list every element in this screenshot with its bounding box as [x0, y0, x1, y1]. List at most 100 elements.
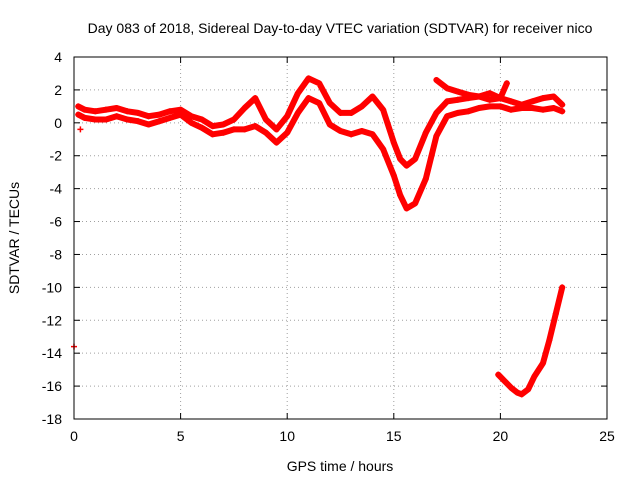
- data-point: [433, 109, 440, 116]
- series-afternoon-peak: [433, 77, 510, 103]
- data-point: [358, 128, 365, 135]
- y-tick-label: -18: [42, 411, 62, 427]
- x-tick-label: 0: [70, 428, 78, 444]
- data-point: [81, 114, 88, 121]
- data-point: [454, 96, 461, 103]
- data-point: [262, 116, 269, 123]
- data-point: [102, 106, 109, 113]
- data-point: [454, 88, 461, 95]
- data-point: [305, 75, 312, 82]
- data-point: [369, 131, 376, 138]
- data-point: [552, 310, 559, 317]
- data-point: [412, 200, 419, 207]
- data-point: [209, 131, 216, 138]
- data-point: [113, 105, 120, 112]
- data-point: [348, 109, 355, 116]
- data-point: [166, 114, 173, 121]
- y-tick-label: 0: [54, 115, 62, 131]
- y-axis-label: SDTVAR / TECUs: [6, 182, 22, 294]
- y-tick-label: -10: [42, 279, 62, 295]
- data-point: [177, 111, 184, 118]
- data-point: [294, 90, 301, 97]
- data-point: [380, 106, 387, 113]
- data-point: [337, 128, 344, 135]
- x-tick-label: 5: [177, 428, 185, 444]
- data-point: [230, 116, 237, 123]
- y-tick-label: -16: [42, 378, 62, 394]
- data-point: [465, 108, 472, 115]
- y-tick-label: -6: [50, 214, 63, 230]
- data-point: [486, 96, 493, 103]
- data-point: [92, 116, 99, 123]
- data-point: [220, 129, 227, 136]
- data-point: [124, 116, 131, 123]
- data-point: [403, 205, 410, 212]
- data-point: [559, 108, 566, 115]
- data-point: [145, 113, 152, 120]
- data-point: [540, 360, 547, 367]
- data-point: [422, 129, 429, 136]
- data-point: [380, 146, 387, 153]
- data-point: [503, 80, 510, 87]
- plot-frame: [73, 56, 608, 420]
- y-tick-label: -4: [50, 181, 63, 197]
- y-tick-label: 4: [54, 49, 62, 65]
- data-point: [444, 98, 451, 105]
- data-point: [495, 371, 502, 378]
- data-point: [559, 101, 566, 108]
- data-point: [390, 172, 397, 179]
- data-point: [220, 121, 227, 128]
- data-point: [92, 108, 99, 115]
- grid-layer: [74, 57, 607, 419]
- data-point: [145, 121, 152, 128]
- chart-title: Day 083 of 2018, Sidereal Day-to-day VTE…: [88, 20, 593, 36]
- data-point: [529, 98, 536, 105]
- data-point: [262, 129, 269, 136]
- data-point: [337, 109, 344, 116]
- data-point: [348, 131, 355, 138]
- data-point: [273, 126, 280, 133]
- x-axis-label: GPS time / hours: [287, 458, 394, 474]
- data-point: [397, 156, 404, 163]
- y-tick-label: -2: [50, 148, 63, 164]
- data-point: [486, 103, 493, 110]
- data-point: [75, 103, 82, 110]
- data-point: [77, 126, 84, 133]
- data-point: [497, 95, 504, 102]
- data-point: [326, 100, 333, 107]
- data-point: [230, 126, 237, 133]
- data-point: [465, 91, 472, 98]
- data-point: [369, 93, 376, 100]
- data-point: [508, 384, 515, 391]
- data-point: [316, 100, 323, 107]
- y-tick-label: -14: [42, 345, 62, 361]
- data-point: [188, 113, 195, 120]
- data-point: [241, 105, 248, 112]
- data-point: [397, 192, 404, 199]
- data-point: [433, 132, 440, 139]
- data-point: [198, 124, 205, 131]
- data-point: [166, 108, 173, 115]
- data-point: [390, 139, 397, 146]
- y-tick-label: -12: [42, 312, 62, 328]
- data-point: [102, 116, 109, 123]
- data-point: [113, 113, 120, 120]
- data-point: [209, 123, 216, 130]
- data-point: [540, 106, 547, 113]
- data-point: [550, 93, 557, 100]
- data-point: [156, 118, 163, 125]
- data-point: [550, 105, 557, 112]
- data-point: [476, 93, 483, 100]
- data-point: [514, 389, 521, 396]
- data-point: [412, 156, 419, 163]
- data-point: [540, 95, 547, 102]
- data-point: [188, 119, 195, 126]
- data-point: [326, 121, 333, 128]
- x-tick-label: 25: [599, 428, 615, 444]
- data-point: [241, 126, 248, 133]
- data-point: [422, 175, 429, 182]
- data-point: [305, 95, 312, 102]
- x-tick-label: 20: [493, 428, 509, 444]
